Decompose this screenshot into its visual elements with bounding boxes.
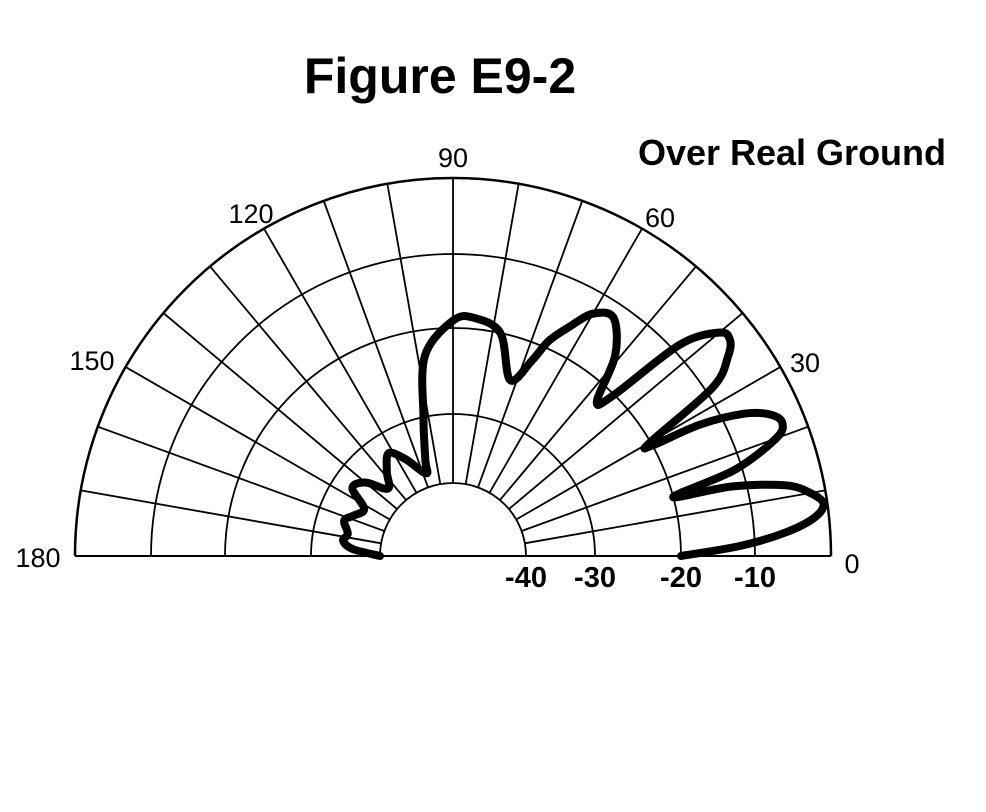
radial-tick-label: -40 xyxy=(505,562,547,594)
angle-tick-label: 30 xyxy=(790,348,820,378)
radial-tick-label: -30 xyxy=(574,562,616,594)
angle-tick-label: 0 xyxy=(844,549,859,579)
grid-spoke xyxy=(508,312,744,510)
grid-ring xyxy=(379,482,527,557)
grid-spoke xyxy=(499,265,697,501)
angle-tick-label: 60 xyxy=(645,203,675,233)
radial-tick-label: -10 xyxy=(734,562,776,594)
angle-tick-label: 120 xyxy=(228,199,273,229)
angle-tick-label: 150 xyxy=(69,346,114,376)
grid-spoke xyxy=(521,425,809,532)
chart-title: Figure E9-2 xyxy=(304,48,576,104)
polar-grid xyxy=(73,176,833,557)
angle-tick-label: 180 xyxy=(15,543,60,573)
grid-spoke xyxy=(477,200,584,488)
grid-spoke xyxy=(209,265,407,501)
grid-spoke xyxy=(386,183,442,485)
grid-spoke xyxy=(524,489,826,545)
chart-subtitle: Over Real Ground xyxy=(638,132,946,173)
grid-spoke xyxy=(322,200,429,488)
radial-tick-label: -20 xyxy=(660,562,702,594)
angle-labels: 0 30 60 90 120 150 180 xyxy=(15,143,859,579)
ring-labels: -40 -30 -20 -10 xyxy=(505,562,776,594)
grid-spoke xyxy=(162,312,398,510)
grid-spoke xyxy=(125,366,391,521)
grid-spoke xyxy=(97,425,385,532)
grid-spoke xyxy=(80,489,382,545)
angle-tick-label: 90 xyxy=(438,143,468,173)
grid-spoke xyxy=(488,228,643,494)
grid-spoke xyxy=(464,183,520,485)
radiation-pattern-line xyxy=(339,308,828,560)
